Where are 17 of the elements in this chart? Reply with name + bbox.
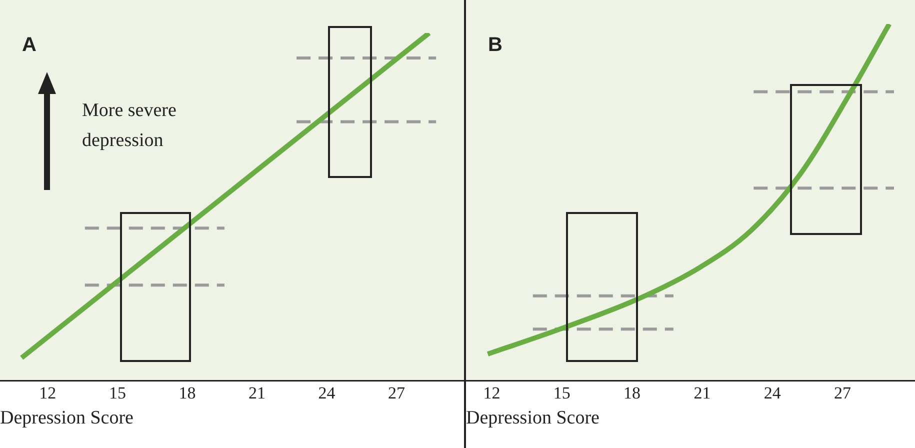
x-tick-label: 15 [108,383,126,402]
annotation: More severe depression [82,99,178,153]
x-tick-label: 27 [388,383,406,402]
x-tick-label: 24 [764,383,782,402]
x-tick-label: 21 [694,383,711,402]
text: B [488,34,502,57]
x-tick-label: 21 [248,383,266,402]
x-axis-title: Depression Score [0,408,134,429]
x-tick-label: 18 [178,383,196,402]
chart-title: A [22,34,36,57]
x-tick-label: 24 [318,383,336,402]
x-tick-label: 12 [483,383,500,402]
x-tick-label: 18 [624,383,641,402]
x-tick-label: 15 [553,383,570,402]
x-tick-label: 12 [39,383,56,402]
x-axis-title: Depression Score [466,408,600,429]
x-tick-label: 27 [834,383,852,402]
